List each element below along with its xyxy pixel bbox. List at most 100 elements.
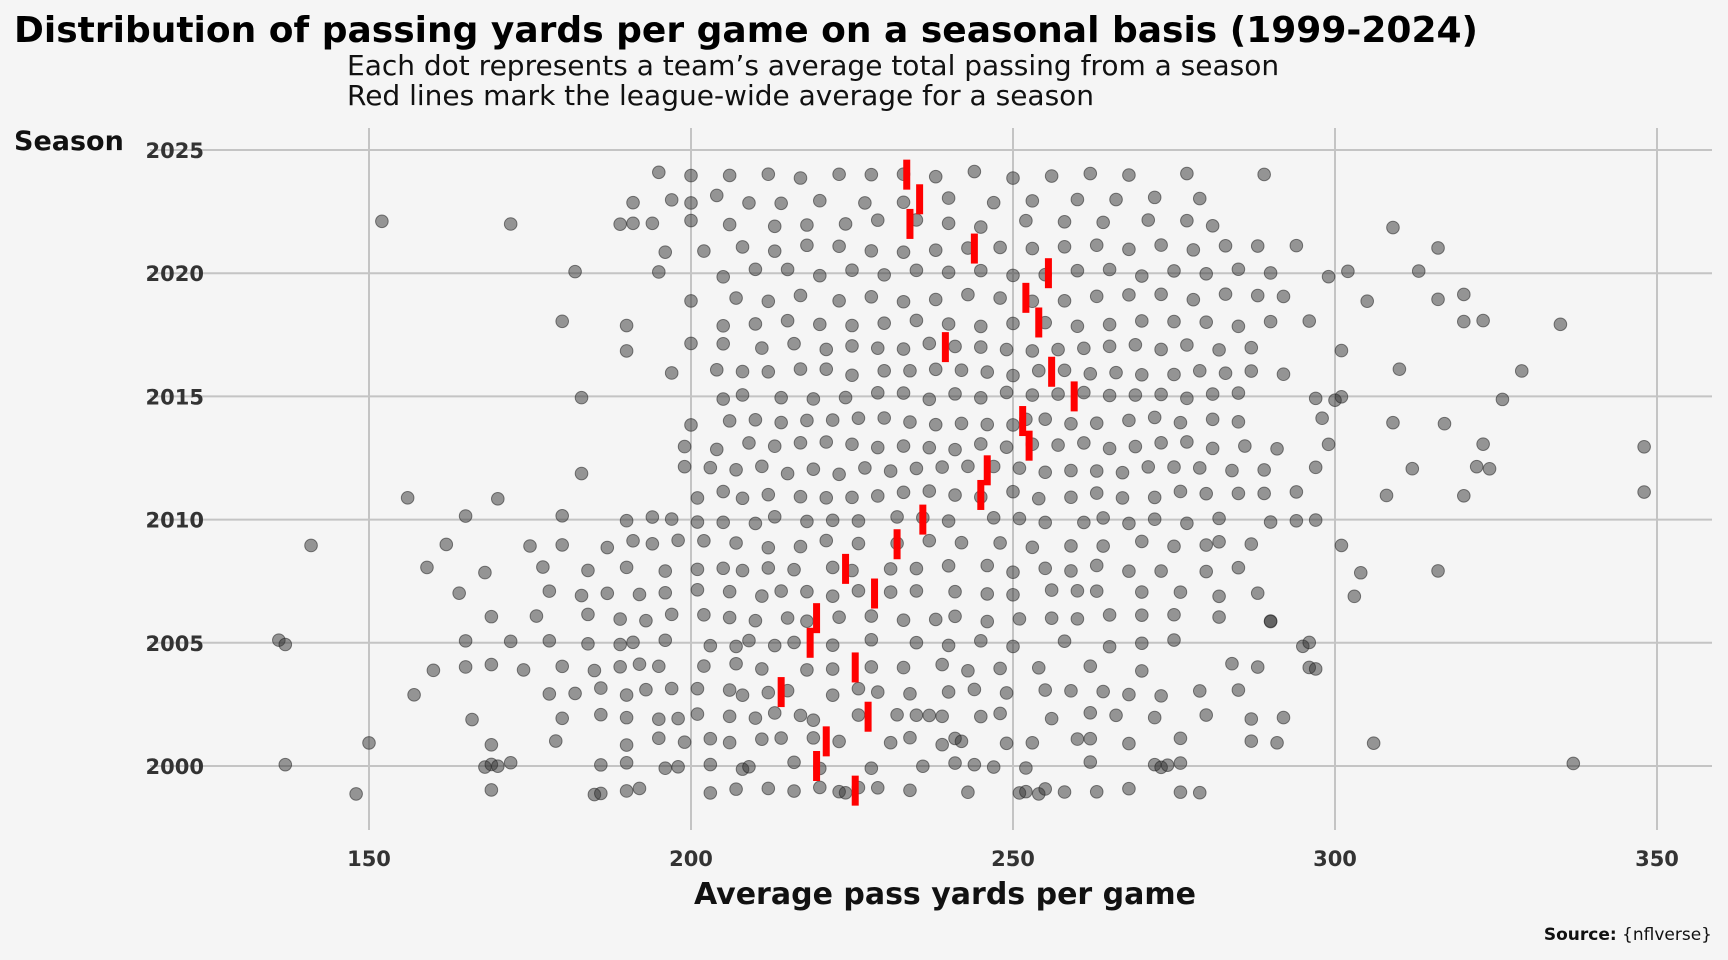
point-2020-0 <box>568 264 582 279</box>
point-2014-16 <box>1089 416 1104 430</box>
point-2020-10 <box>974 263 988 278</box>
point-2016-23 <box>1392 362 1407 376</box>
point-2015-0 <box>574 390 589 405</box>
point-2021-4 <box>800 238 814 253</box>
point-2004-5 <box>587 663 602 678</box>
point-2023-8 <box>896 195 911 210</box>
point-2004-21 <box>1135 664 1149 678</box>
point-2021-12 <box>1057 239 1072 254</box>
point-2008-5 <box>658 564 673 578</box>
point-2001-1 <box>484 737 499 752</box>
point-2018-19 <box>1263 314 1278 329</box>
point-1999-20 <box>1038 782 1052 796</box>
point-2009-0 <box>304 538 318 553</box>
point-2012-1 <box>677 459 692 474</box>
x-tick-label-200: 200 <box>669 847 713 871</box>
point-2015-1 <box>716 392 731 406</box>
point-2023-12 <box>1070 192 1085 207</box>
source-caption-label: Source: <box>1544 925 1617 945</box>
point-2016-15 <box>1083 366 1098 381</box>
point-2007-16 <box>980 587 995 601</box>
point-2024-11 <box>1044 169 1059 183</box>
point-2010-22 <box>1180 516 1194 531</box>
point-2005-4 <box>542 634 557 648</box>
point-2023-15 <box>1192 191 1207 206</box>
y-tick-label-2015: 2015 <box>146 385 204 409</box>
point-2004-8 <box>652 659 666 674</box>
point-2015-17 <box>1154 387 1168 402</box>
point-2018-13 <box>1070 319 1085 334</box>
point-2006-3 <box>613 612 627 626</box>
point-2005-13 <box>787 635 801 650</box>
point-2022-19 <box>1205 219 1220 233</box>
point-2007-2 <box>574 588 589 603</box>
point-2004-12 <box>800 663 814 677</box>
point-1999-23 <box>1122 781 1136 796</box>
point-2022-4 <box>645 216 660 231</box>
point-2003-22 <box>1122 687 1136 702</box>
y-tick-label-2020: 2020 <box>146 262 204 286</box>
point-2013-15 <box>1077 436 1091 450</box>
point-2007-11 <box>825 589 840 603</box>
point-2017-20 <box>1212 343 1226 357</box>
point-1999-3 <box>594 786 608 801</box>
point-2006-5 <box>664 607 679 622</box>
point-2014-14 <box>1038 412 1052 427</box>
point-2008-23 <box>1199 564 1213 579</box>
season-average-marks <box>777 159 1078 806</box>
point-2001-7 <box>722 735 737 750</box>
point-2011-6 <box>793 489 808 504</box>
point-1999-16 <box>961 785 975 800</box>
point-2013-22 <box>1270 442 1284 456</box>
point-2016-8 <box>903 363 917 378</box>
point-2019-21 <box>1457 287 1471 302</box>
point-2011-17 <box>1089 486 1104 500</box>
point-2002-24 <box>1244 712 1259 726</box>
point-2008-20 <box>1089 558 1104 573</box>
point-2022-15 <box>1057 214 1072 229</box>
point-2009-4 <box>600 540 615 555</box>
point-2022-13 <box>974 220 988 234</box>
point-2023-14 <box>1147 190 1162 205</box>
point-2012-0 <box>574 466 589 481</box>
point-2024-4 <box>793 171 808 185</box>
point-2006-4 <box>639 613 653 628</box>
point-2017-15 <box>1077 341 1091 356</box>
point-2014-7 <box>877 411 892 425</box>
point-2003-2 <box>568 686 582 701</box>
point-2007-5 <box>658 585 673 600</box>
point-2006-14 <box>928 612 943 627</box>
point-2018-23 <box>1553 317 1568 332</box>
point-2005-18 <box>974 634 988 648</box>
point-2007-8 <box>755 589 769 603</box>
point-2012-20 <box>1167 460 1181 474</box>
source-caption-text: {nflverse} <box>1617 925 1712 945</box>
point-2005-16 <box>909 635 924 650</box>
point-2014-12 <box>1006 418 1020 432</box>
point-2008-26 <box>1431 564 1445 578</box>
point-2020-1 <box>652 265 666 279</box>
point-2002-25 <box>1276 710 1291 725</box>
point-2006-20 <box>1102 608 1117 622</box>
point-2019-16 <box>1218 287 1233 301</box>
chart-subtitle-line-1: Each dot represents a team’s average tot… <box>347 49 1279 82</box>
point-2021-8 <box>928 243 943 257</box>
point-2021-1 <box>697 244 711 258</box>
point-2015-23 <box>1334 389 1349 404</box>
point-2021-14 <box>1122 242 1136 257</box>
point-2015-11 <box>999 385 1014 400</box>
chart-title: Distribution of passing yards per game o… <box>14 10 1478 51</box>
point-2013-5 <box>819 435 834 449</box>
point-2015-8 <box>922 392 937 407</box>
point-2004-4 <box>555 659 570 674</box>
point-2023-5 <box>774 196 788 211</box>
point-2019-13 <box>1122 288 1136 302</box>
point-2008-16 <box>980 558 995 573</box>
point-2016-9 <box>928 362 943 377</box>
point-2024-5 <box>832 167 846 182</box>
point-2001-21 <box>1122 736 1136 751</box>
point-2004-11 <box>755 662 769 676</box>
point-2001-13 <box>903 730 917 745</box>
point-2002-4 <box>652 712 666 727</box>
point-2002-18 <box>993 706 1007 721</box>
